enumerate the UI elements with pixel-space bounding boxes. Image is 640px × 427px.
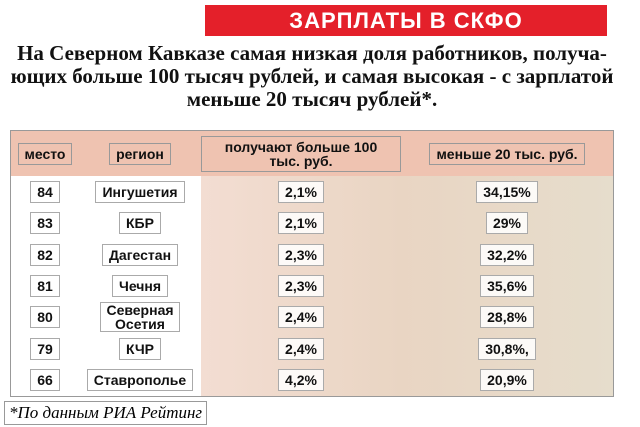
cell: 28,8% (401, 302, 613, 333)
cell: 83 (11, 207, 79, 238)
cell-text: КЧР (118, 337, 162, 360)
cell: Ингушетия (79, 176, 201, 207)
cell: 2,1% (201, 176, 401, 207)
table: место регион получают больше 100 тыс. руб.… (10, 130, 614, 397)
cell-text: 34,15% (476, 180, 538, 203)
header-row: место регион получают больше 100 тыс. руб.… (11, 131, 613, 176)
cell: 66 (11, 365, 79, 396)
column-header-text: меньше 20 тыс. руб. (429, 142, 585, 165)
lead: На Северном Кавказе самая низкая доля ра… (10, 42, 614, 111)
cell: Чечня (79, 270, 201, 301)
cell-text: 81 (30, 274, 60, 297)
column-header: регион (79, 131, 201, 176)
cell-text: 82 (30, 243, 60, 266)
lead-line: ющих больше 100 тысяч рублей, и самая вы… (10, 64, 614, 88)
cell: 82 (11, 239, 79, 270)
cell: 2,3% (201, 239, 401, 270)
cell: 80 (11, 302, 79, 333)
cell-text: Дагестан (101, 243, 179, 266)
cell-text: 4,2% (278, 369, 324, 392)
cell-text: 35,6% (480, 274, 534, 297)
cell: 79 (11, 333, 79, 364)
cell: 84 (11, 176, 79, 207)
cell-text: 32,2% (480, 243, 534, 266)
cell: 29% (401, 207, 613, 238)
cell: Ставрополье (79, 365, 201, 396)
cell-text: Ингушетия (95, 180, 185, 203)
cell-text: Ставрополье (86, 369, 194, 392)
cell-text: 2,4% (278, 337, 324, 360)
title: ЗАРПЛАТЫ В СКФО (205, 5, 607, 36)
cell-text: 83 (30, 212, 60, 235)
cell: 2,4% (201, 333, 401, 364)
lead-line: меньше 20 тысяч рублей*. (186, 87, 438, 111)
cell: 20,9% (401, 365, 613, 396)
column-header-text: получают больше 100 тыс. руб. (201, 135, 401, 172)
column-header: получают больше 100 тыс. руб. (201, 131, 401, 176)
cell: 4,2% (201, 365, 401, 396)
cell-text: 79 (30, 337, 60, 360)
cell: 34,15% (401, 176, 613, 207)
cell: КЧР (79, 333, 201, 364)
column-header: меньше 20 тыс. руб. (401, 131, 613, 176)
cell-text: 66 (30, 369, 60, 392)
cell-text: 84 (30, 180, 60, 203)
cell-text: 2,3% (278, 243, 324, 266)
cell: 2,4% (201, 302, 401, 333)
cell: КБР (79, 207, 201, 238)
cell: 30,8%, (401, 333, 613, 364)
column-header-text: место (17, 142, 73, 165)
lead-line: На Северном Кавказе самая низкая доля ра… (17, 41, 607, 65)
cell: 81 (11, 270, 79, 301)
cell-text: 2,3% (278, 274, 324, 297)
cell-text: Северная Осетия (100, 302, 180, 333)
cell-text: Чечня (111, 274, 169, 297)
cell: Дагестан (79, 239, 201, 270)
cell: 32,2% (401, 239, 613, 270)
cell-text: 30,8%, (478, 337, 536, 360)
footnote: *По данным РИА Рейтинг (4, 401, 208, 425)
cell-text: 2,4% (278, 306, 324, 329)
cell-text: 2,1% (278, 180, 324, 203)
cell: 2,3% (201, 270, 401, 301)
cell-text: 28,8% (480, 306, 534, 329)
cell-text: 2,1% (278, 212, 324, 235)
cell: Северная Осетия (79, 302, 201, 333)
cell-text: 29% (485, 212, 529, 235)
column-header-text: регион (109, 142, 171, 165)
cell-text: 20,9% (480, 369, 534, 392)
cell: 35,6% (401, 270, 613, 301)
cell-text: КБР (119, 212, 161, 235)
column-header: место (11, 131, 79, 176)
cell-text: 80 (30, 306, 60, 329)
cell: 2,1% (201, 207, 401, 238)
